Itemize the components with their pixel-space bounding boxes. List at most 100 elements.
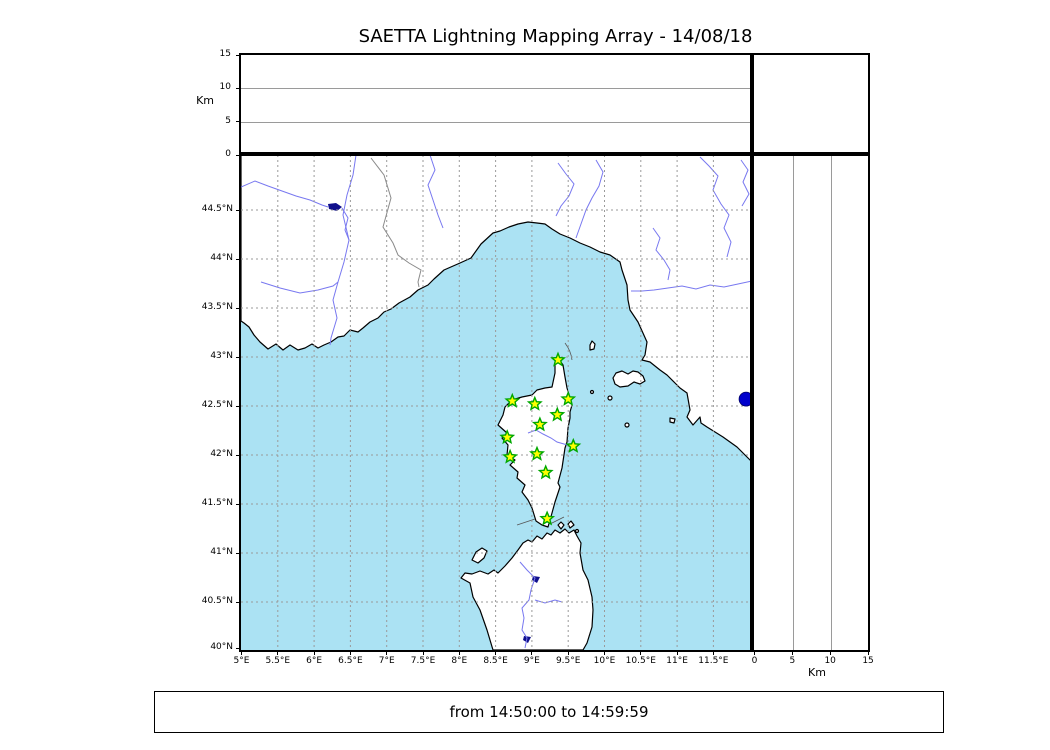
river xyxy=(519,561,536,649)
tick-mark xyxy=(236,503,240,505)
station-star-marker xyxy=(560,390,577,406)
latitude-tick-label: 44°N xyxy=(210,253,233,263)
station-star-marker xyxy=(550,351,566,367)
tick-mark xyxy=(349,651,351,655)
lake xyxy=(328,203,342,211)
country-border xyxy=(370,157,422,288)
tick-mark xyxy=(236,647,240,649)
river xyxy=(241,180,329,208)
latitude-tick-label: 42.5°N xyxy=(201,400,233,410)
river xyxy=(631,280,752,292)
right-panel-axis-label: Km xyxy=(808,666,826,679)
tick-mark xyxy=(604,651,605,655)
map-line xyxy=(549,516,565,525)
page-title: SAETTA Lightning Mapping Array - 14/08/1… xyxy=(358,26,753,47)
station-star-marker xyxy=(537,464,554,480)
giglio-island xyxy=(669,417,676,424)
river xyxy=(260,281,339,294)
tick-mark xyxy=(867,651,869,655)
detection-dot xyxy=(738,391,752,407)
altitude-axis-label: Km xyxy=(196,94,214,107)
tick-mark xyxy=(236,356,240,358)
rivers xyxy=(241,155,752,649)
capraia-island xyxy=(589,340,596,351)
tick-mark xyxy=(236,454,240,456)
islet xyxy=(574,528,580,534)
tick-mark xyxy=(829,651,831,655)
longitude-tick-label: 11°E xyxy=(666,656,688,666)
gorgona-island xyxy=(589,389,595,395)
tick-mark xyxy=(236,209,240,211)
asinara-island xyxy=(471,547,488,564)
longitude-tick-label: 7°E xyxy=(378,656,395,666)
time-range-text: from 14:50:00 to 14:59:59 xyxy=(449,703,649,721)
tick-mark xyxy=(676,651,678,655)
river xyxy=(699,156,732,258)
tick-mark xyxy=(640,651,642,655)
latitude-tick-label: 42°N xyxy=(210,449,233,459)
river xyxy=(534,599,563,604)
tick-mark xyxy=(313,651,315,655)
right-panel-tick-label: 5 xyxy=(789,656,796,666)
map-gridlines xyxy=(241,155,752,650)
tick-mark xyxy=(236,54,240,56)
altitude-gridline xyxy=(241,88,752,90)
tick-mark xyxy=(236,405,240,407)
tick-mark xyxy=(236,601,240,603)
station-star-marker xyxy=(531,416,548,432)
right-panel-tick-label: 10 xyxy=(824,656,836,666)
map-canvas xyxy=(241,155,752,650)
latitude-tick-label: 41°N xyxy=(210,547,233,557)
tick-mark xyxy=(277,651,279,655)
tick-mark xyxy=(236,552,240,554)
tick-mark xyxy=(236,258,240,260)
time-range-box: from 14:50:00 to 14:59:59 xyxy=(154,691,944,733)
tick-mark xyxy=(236,154,240,156)
longitude-tick-label: 8°E xyxy=(451,656,468,666)
longitude-tick-label: 10.5°E xyxy=(625,656,656,666)
latitude-tick-label: 43.5°N xyxy=(201,302,233,312)
montecristo-island xyxy=(624,422,630,428)
longitude-tick-label: 6°E xyxy=(306,656,323,666)
right-panel-tick-label: 15 xyxy=(862,656,874,666)
lma-stations xyxy=(499,351,582,526)
station-star-marker xyxy=(565,437,582,453)
latitude-tick-label: 40°N xyxy=(210,642,233,652)
river xyxy=(427,155,444,229)
altitude-tick-label: 5 xyxy=(225,115,231,126)
latitude-tick-label: 44.5°N xyxy=(201,204,233,214)
right-panel-tick-label: 0 xyxy=(751,656,758,666)
river xyxy=(575,159,604,239)
longitude-tick-label: 9°E xyxy=(523,656,540,666)
lightning-detections xyxy=(738,391,752,407)
longitude-tick-label: 7.5°E xyxy=(410,656,436,666)
longitude-tick-label: 6.5°E xyxy=(338,656,363,666)
latitude-tick-label: 41.5°N xyxy=(201,498,233,508)
longitude-tick-label: 5.5°E xyxy=(265,656,291,666)
river xyxy=(329,155,357,346)
tick-mark xyxy=(236,121,240,123)
altitude-tick-label: 10 xyxy=(219,82,231,93)
altitude-longitude-panel xyxy=(239,53,754,157)
longitude-tick-label: 5°E xyxy=(233,656,250,666)
lakes xyxy=(328,203,540,643)
right-panel-gridline xyxy=(793,155,795,650)
station-star-marker xyxy=(502,448,519,464)
map-line xyxy=(564,342,573,361)
tick-mark xyxy=(567,651,569,655)
station-star-marker xyxy=(504,392,521,408)
country-borders xyxy=(370,157,422,288)
tick-mark xyxy=(791,651,793,655)
longitude-tick-label: 11.5°E xyxy=(698,656,729,666)
separator-horizontal xyxy=(239,152,870,156)
longitude-tick-label: 8.5°E xyxy=(483,656,508,666)
separator-vertical xyxy=(750,53,754,652)
altitude-tick-label: 15 xyxy=(219,49,231,59)
tick-mark xyxy=(236,87,240,89)
tick-mark xyxy=(422,651,424,655)
tick-mark xyxy=(495,651,497,655)
tick-mark xyxy=(458,651,460,655)
station-star-marker xyxy=(549,406,566,422)
pianosa-island xyxy=(607,395,613,401)
